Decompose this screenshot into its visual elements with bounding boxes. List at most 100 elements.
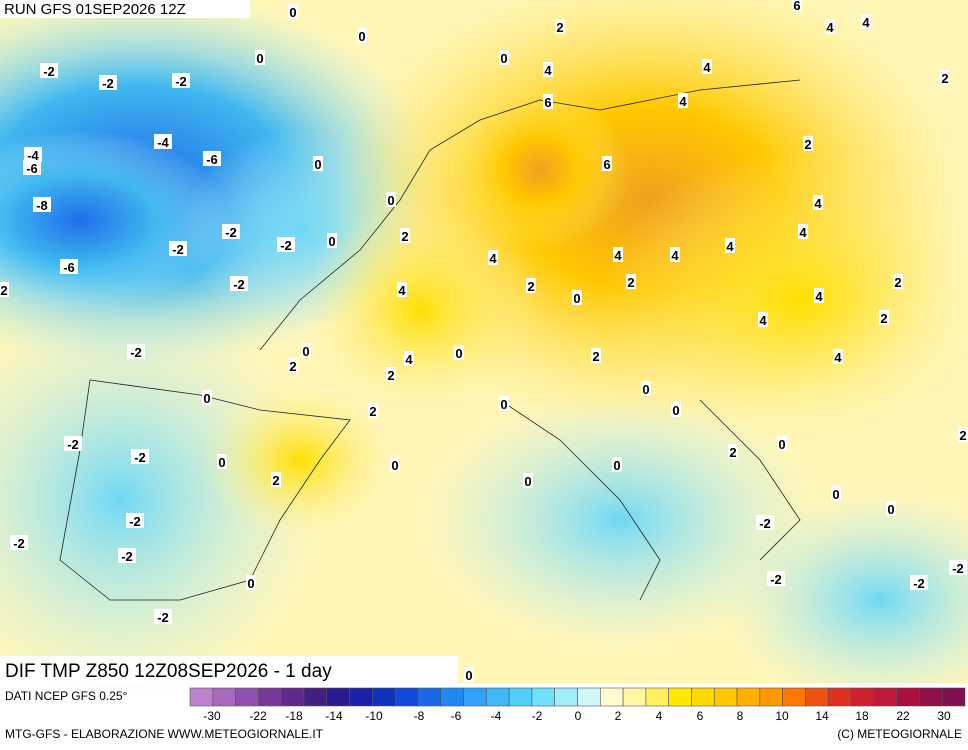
contour-label-bg <box>40 63 58 78</box>
contour-label-bg <box>591 348 601 363</box>
contour-label-bg <box>99 75 117 90</box>
contour-label: 4 <box>671 248 679 263</box>
contour-label-bg <box>217 454 227 469</box>
colorbar-swatch <box>599 687 624 707</box>
colorbar-swatch <box>212 687 236 707</box>
colorbar-swatch <box>235 687 259 707</box>
colorbar-swatch <box>622 687 647 707</box>
contour-label: 4 <box>703 60 711 75</box>
contour-label: 0 <box>247 576 254 591</box>
contour-label-bg <box>523 473 533 488</box>
copyright-label: (C) METEOGIORNALE <box>837 727 962 741</box>
colorbar: -30 -22 -18 -14 -10 -8 -6 -4 -2 0 2 4 6 8 10 14 18 22 30 <box>189 687 966 723</box>
contour-label-bg <box>831 486 841 501</box>
contour-label-bg <box>613 247 623 262</box>
contour-label-bg <box>127 344 145 359</box>
contour-label: -4 <box>27 148 39 163</box>
contour-label-bg <box>833 349 843 364</box>
run-box <box>0 0 250 18</box>
contour-label-bg <box>271 472 281 487</box>
contour-label: 0 <box>832 487 839 502</box>
colorbar-swatch <box>486 687 510 707</box>
contour-label: 0 <box>613 458 620 473</box>
contour-label-bg <box>464 667 474 682</box>
colorbar-swatch <box>463 687 487 707</box>
colorbar-swatch <box>508 687 533 707</box>
contour-label-bg <box>154 609 172 624</box>
contour-label: 0 <box>314 157 321 172</box>
contour-label-bg <box>671 402 681 417</box>
contour-label: 0 <box>289 5 296 20</box>
colorbar-tick-label: 0 <box>575 709 582 723</box>
contour-label: 4 <box>834 350 842 365</box>
contour-label: 2 <box>387 368 394 383</box>
contour-label-bg <box>861 14 871 29</box>
contour-label-bg <box>386 192 396 207</box>
contour-label: -2 <box>43 64 55 79</box>
contour-label: 2 <box>729 445 736 460</box>
contour-label: 4 <box>614 248 622 263</box>
colorbar-tick-label: 22 <box>896 709 910 723</box>
contour-label-bg <box>612 457 622 472</box>
colorbar-tick-label: 14 <box>815 709 829 723</box>
contour-label-bg <box>60 259 78 274</box>
contour-label-bg <box>154 134 172 149</box>
contour-label: -6 <box>206 152 218 167</box>
colorbar-swatch <box>326 687 350 707</box>
colorbar-swatch <box>896 687 920 707</box>
contour-label-bg <box>368 403 378 418</box>
contour-label-bg <box>288 358 298 373</box>
colorbar-swatch <box>873 687 897 707</box>
contour-label: 2 <box>369 404 376 419</box>
colorbar-tick-label: 2 <box>615 709 622 723</box>
colorbar-tick-label: 30 <box>937 709 951 723</box>
contour-label: -2 <box>175 74 187 89</box>
title-box <box>0 656 458 683</box>
source-label: DATI NCEP GFS 0.25° <box>5 689 128 703</box>
colorbar-swatch <box>189 687 214 707</box>
colorbar-swatch <box>805 687 829 707</box>
colorbar-swatch <box>258 687 282 707</box>
contour-label: 4 <box>826 20 834 35</box>
contour-label: 2 <box>880 311 887 326</box>
colorbar-tick-label: 4 <box>656 709 663 723</box>
contour-label-bg <box>222 224 240 239</box>
contour-label: -2 <box>121 549 133 564</box>
contour-label-bg <box>301 343 311 358</box>
contour-label-bg <box>33 197 51 212</box>
contour-label: 2 <box>941 71 948 86</box>
contour-label-bg <box>203 151 221 166</box>
colorbar-tick-label: -8 <box>414 709 425 723</box>
contour-label: 2 <box>0 283 7 298</box>
contour-label-bg <box>169 241 187 256</box>
colorbar-tick-label: 10 <box>775 709 789 723</box>
contour-label-bg <box>246 575 256 590</box>
colorbar-swatch <box>691 687 715 707</box>
contour-label-bg <box>131 449 149 464</box>
colorbar-tick-label: 18 <box>855 709 869 723</box>
contour-label: -2 <box>102 76 114 91</box>
colorbar-swatch <box>280 687 305 707</box>
contour-label: 2 <box>289 359 296 374</box>
colorbar-swatch <box>394 687 419 707</box>
contour-label-bg <box>879 310 889 325</box>
contour-label: 0 <box>358 29 365 44</box>
contour-label-bg <box>825 19 835 34</box>
colorbar-tick-label: -14 <box>325 709 343 723</box>
contour-label: 2 <box>627 275 634 290</box>
contour-label-bg <box>626 274 636 289</box>
contour-label: 0 <box>524 474 531 489</box>
contour-label: 4 <box>726 239 734 254</box>
contour-label: 2 <box>804 137 811 152</box>
contour-label-bg <box>725 238 735 253</box>
colorbar-swatch <box>645 687 669 707</box>
contour-label: -4 <box>157 135 169 150</box>
colorbar-tick-label: -10 <box>365 709 383 723</box>
contour-label-bg <box>23 160 41 175</box>
colorbar-tick-label: 6 <box>697 709 704 723</box>
contour-label-bg <box>678 93 688 108</box>
contour-label: 2 <box>894 275 901 290</box>
colorbar-swatch <box>919 687 943 707</box>
contour-label: -6 <box>26 161 38 176</box>
colorbar-swatch <box>417 687 442 707</box>
